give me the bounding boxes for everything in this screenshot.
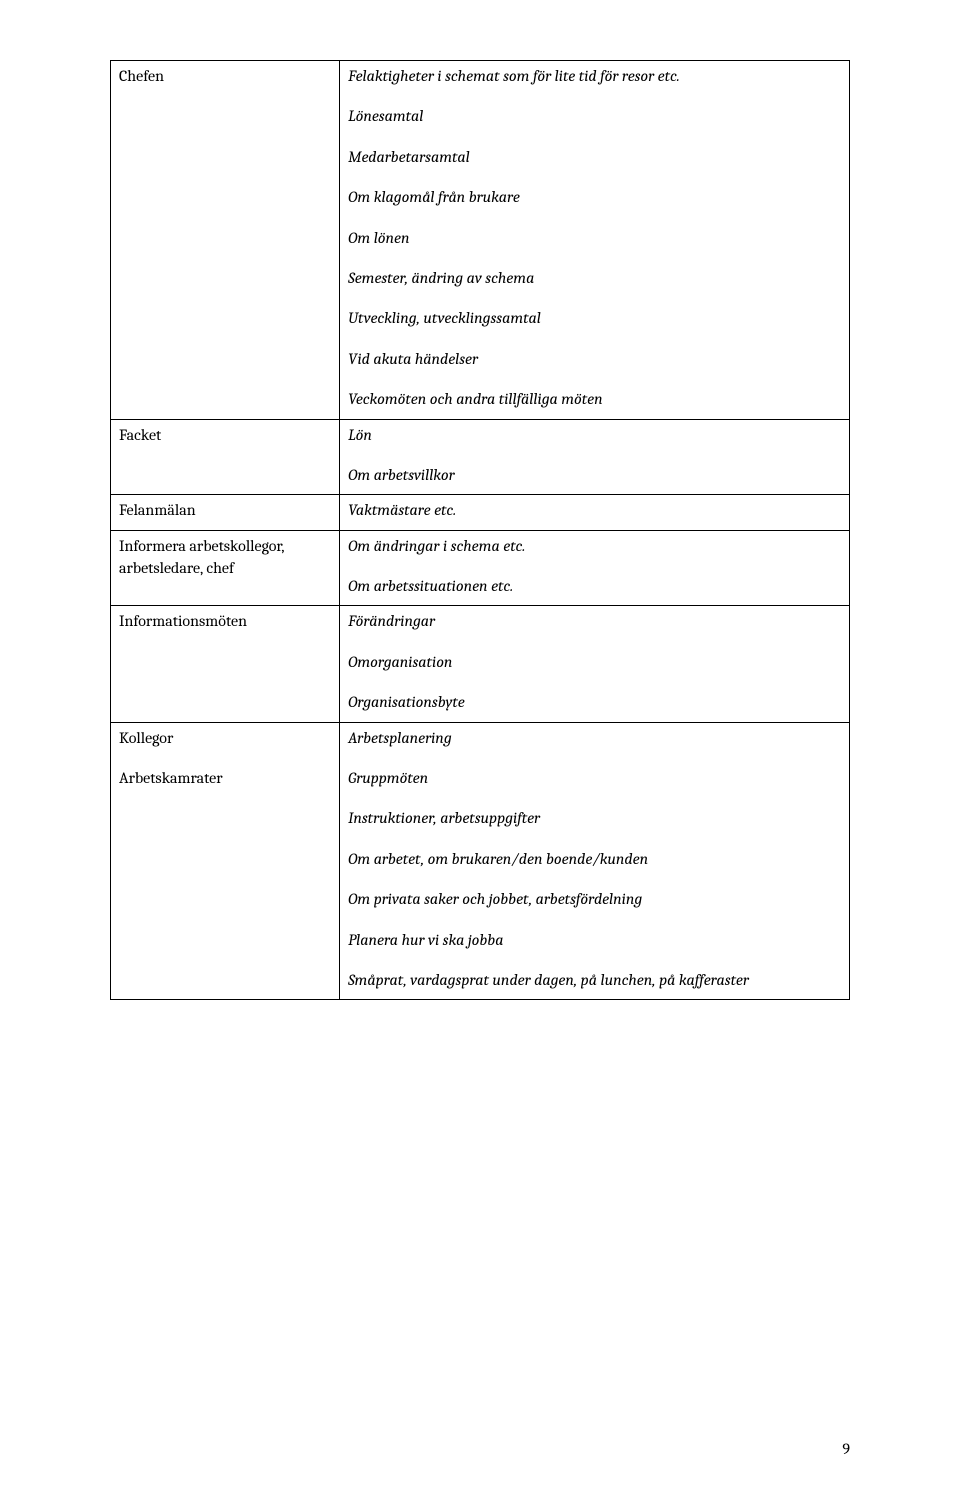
- cell-left: Kollegor Arbetskamrater: [111, 722, 340, 1000]
- table-row: Kollegor Arbetskamrater Arbetsplanering …: [111, 722, 850, 1000]
- cell-right: Om ändringar i schema etc. Om arbetssitu…: [340, 530, 850, 606]
- cell-left: Facket: [111, 419, 340, 495]
- cell-left: Chefen: [111, 61, 340, 420]
- cell-text: Chefen: [119, 65, 331, 87]
- cell-text: Planera hur vi ska jobba: [348, 929, 841, 951]
- cell-left: Felanmälan: [111, 495, 340, 530]
- cell-text: Arbetsplanering: [348, 727, 841, 749]
- table-row: Felanmälan Vaktmästare etc.: [111, 495, 850, 530]
- cell-text: Facket: [119, 424, 331, 446]
- cell-text: Om arbetet, om brukaren/den boende/kunde…: [348, 848, 841, 870]
- cell-left: Informera arbetskollegor, arbetsledare, …: [111, 530, 340, 606]
- cell-text: Om arbetsvillkor: [348, 464, 841, 486]
- cell-text: Arbetskamrater: [119, 767, 331, 789]
- cell-right: Arbetsplanering Gruppmöten Instruktioner…: [340, 722, 850, 1000]
- cell-text: Vaktmästare etc.: [348, 499, 841, 521]
- cell-text: Semester, ändring av schema: [348, 267, 841, 289]
- cell-right: Förändringar Omorganisation Organisation…: [340, 606, 850, 722]
- table-row: Informera arbetskollegor, arbetsledare, …: [111, 530, 850, 606]
- cell-text: Om klagomål från brukare: [348, 186, 841, 208]
- cell-text: Veckomöten och andra tillfälliga möten: [348, 388, 841, 410]
- cell-text: Förändringar: [348, 610, 841, 632]
- cell-text: Omorganisation: [348, 651, 841, 673]
- cell-text: Om privata saker och jobbet, arbetsförde…: [348, 888, 841, 910]
- cell-text: Organisationsbyte: [348, 691, 841, 713]
- cell-text: Lönesamtal: [348, 105, 841, 127]
- cell-left: Informationsmöten: [111, 606, 340, 722]
- cell-text: Medarbetarsamtal: [348, 146, 841, 168]
- cell-right: Lön Om arbetsvillkor: [340, 419, 850, 495]
- cell-text: Om ändringar i schema etc.: [348, 535, 841, 557]
- cell-right: Felaktigheter i schemat som för lite tid…: [340, 61, 850, 420]
- cell-text: Vid akuta händelser: [348, 348, 841, 370]
- cell-text: Felanmälan: [119, 499, 331, 521]
- cell-text: Utveckling, utvecklingssamtal: [348, 307, 841, 329]
- cell-text: Instruktioner, arbetsuppgifter: [348, 807, 841, 829]
- cell-text: Om arbetssituationen etc.: [348, 575, 841, 597]
- cell-text: Informationsmöten: [119, 610, 331, 632]
- content-table: Chefen Felaktigheter i schemat som för l…: [110, 60, 850, 1000]
- table-row: Facket Lön Om arbetsvillkor: [111, 419, 850, 495]
- page-number: 9: [842, 1438, 850, 1460]
- cell-text: Gruppmöten: [348, 767, 841, 789]
- cell-text: Om lönen: [348, 227, 841, 249]
- table-row: Informationsmöten Förändringar Omorganis…: [111, 606, 850, 722]
- cell-text: Felaktigheter i schemat som för lite tid…: [348, 65, 841, 87]
- cell-text: Lön: [348, 424, 841, 446]
- cell-text: Småprat, vardagsprat under dagen, på lun…: [348, 969, 841, 991]
- cell-right: Vaktmästare etc.: [340, 495, 850, 530]
- table-row: Chefen Felaktigheter i schemat som för l…: [111, 61, 850, 420]
- cell-text: Kollegor: [119, 727, 331, 749]
- cell-text: Informera arbetskollegor, arbetsledare, …: [119, 535, 331, 580]
